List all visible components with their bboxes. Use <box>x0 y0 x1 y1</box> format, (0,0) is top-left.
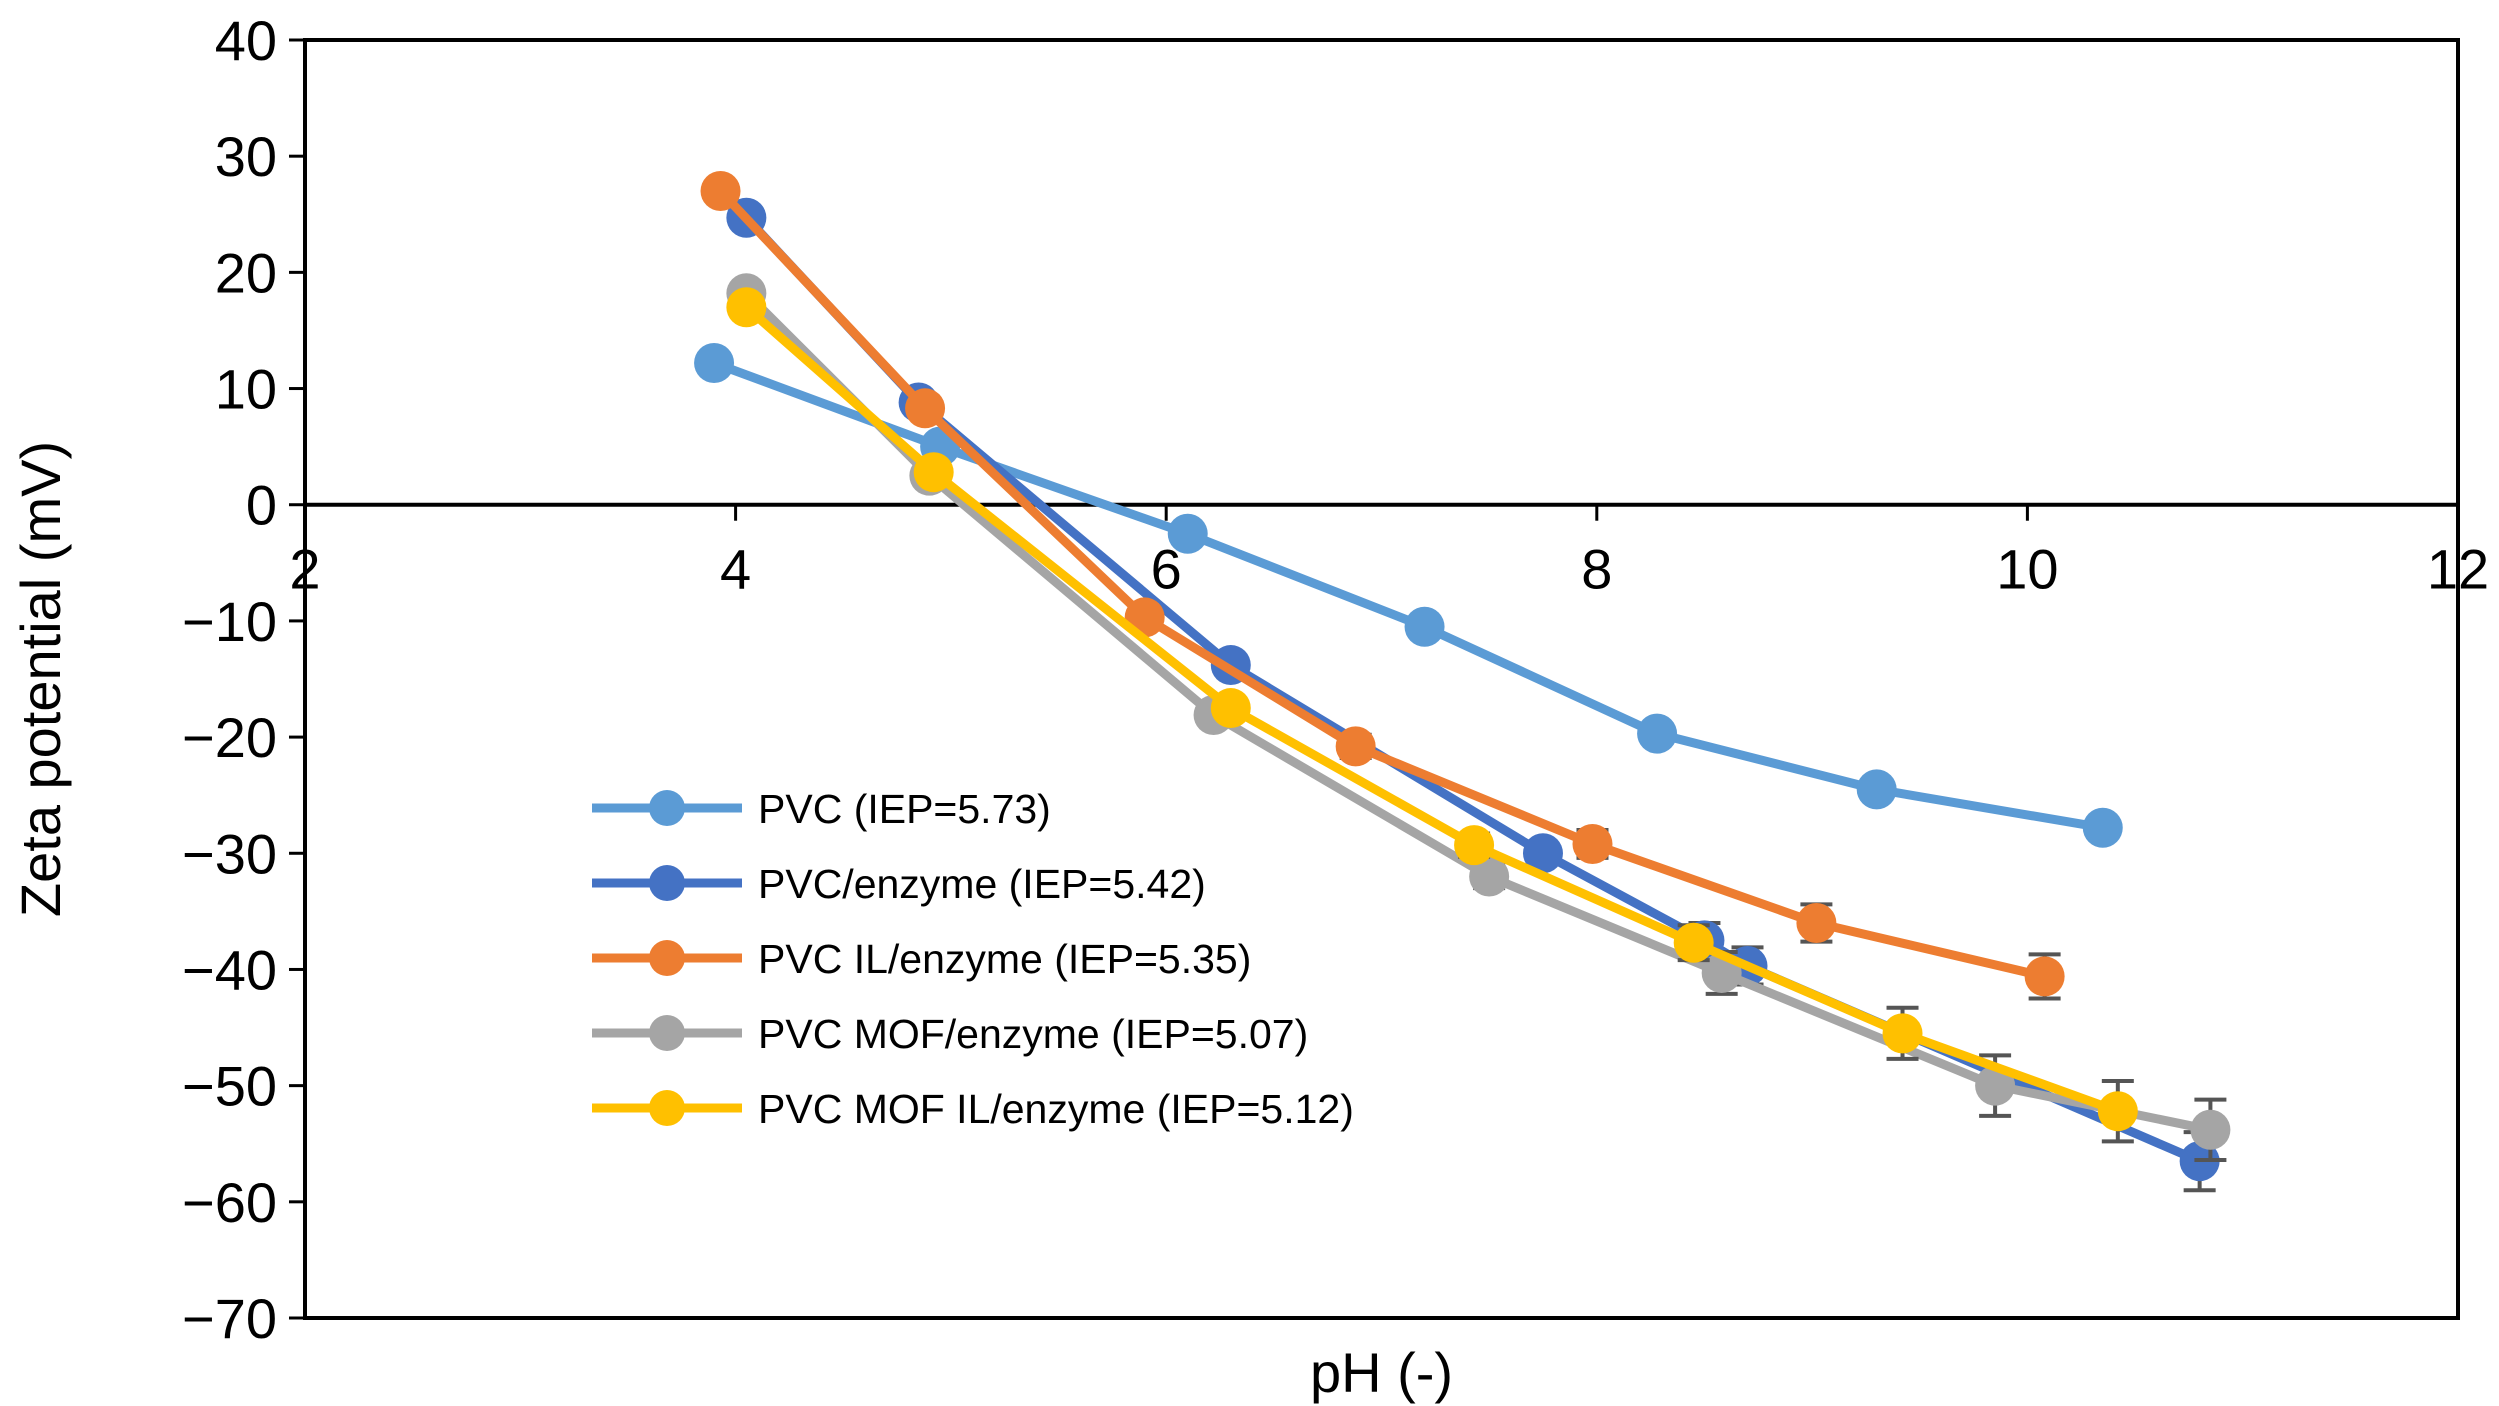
x-axis-title: pH (-) <box>1310 1341 1453 1404</box>
data-point <box>2097 1091 2138 1132</box>
data-point <box>2082 807 2123 848</box>
x-tick-label: 10 <box>1996 538 2058 601</box>
x-tick-label: 8 <box>1581 538 1612 601</box>
series-line <box>717 187 2046 981</box>
data-point <box>1975 1065 2016 1106</box>
x-tick-label: 4 <box>720 538 751 601</box>
data-point <box>1454 825 1495 866</box>
series-group <box>694 171 2231 1193</box>
data-point <box>1882 1013 1923 1054</box>
x-tick-label: 12 <box>2427 538 2489 601</box>
legend-label: PVC/enzyme (IEP=5.42) <box>758 861 1206 907</box>
data-point <box>1856 769 1897 810</box>
data-point <box>1469 856 1510 897</box>
data-point <box>1637 713 1678 754</box>
data-point <box>1335 726 1376 767</box>
y-tick-label: −70 <box>182 1287 277 1350</box>
data-point <box>1167 513 1208 554</box>
legend-swatch-marker <box>649 1090 685 1126</box>
y-tick-label: −40 <box>182 938 277 1001</box>
data-point <box>2190 1109 2231 1150</box>
data-point <box>700 171 741 212</box>
legend-item: PVC MOF IL/enzyme (IEP=5.12) <box>592 1086 1354 1132</box>
series-line <box>743 290 2212 1135</box>
data-point <box>1210 688 1251 729</box>
y-tick-label: −50 <box>182 1055 277 1118</box>
legend-item: PVC (IEP=5.73) <box>592 786 1051 832</box>
data-point <box>1673 922 1714 963</box>
y-tick-label: 10 <box>215 358 277 421</box>
data-point <box>1796 902 1837 943</box>
data-point <box>1404 606 1445 647</box>
legend-label: PVC (IEP=5.73) <box>758 786 1051 832</box>
legend-swatch-marker <box>649 865 685 901</box>
series-line <box>712 358 2104 833</box>
y-tick-label: −20 <box>182 706 277 769</box>
legend: PVC (IEP=5.73) PVC/enzyme (IEP=5.42) PVC I… <box>592 786 1354 1132</box>
data-point <box>694 342 735 383</box>
plot-area <box>303 38 2460 1320</box>
y-tick-label: 30 <box>215 125 277 188</box>
legend-label: PVC MOF IL/enzyme (IEP=5.12) <box>758 1086 1354 1132</box>
data-point <box>1522 833 1563 874</box>
data-point <box>2024 956 2065 997</box>
y-tick-label: 0 <box>246 474 277 537</box>
legend-item: PVC MOF/enzyme (IEP=5.07) <box>592 1011 1308 1057</box>
data-point <box>913 452 954 493</box>
series-5 <box>726 287 2138 1144</box>
legend-swatch-marker <box>649 940 685 976</box>
data-point <box>1572 823 1613 864</box>
legend-swatch-marker <box>649 1015 685 1051</box>
y-tick-label: −10 <box>182 590 277 653</box>
data-point <box>905 388 946 429</box>
legend-label: PVC MOF/enzyme (IEP=5.07) <box>758 1011 1308 1057</box>
legend-item: PVC IL/enzyme (IEP=5.35) <box>592 936 1251 982</box>
legend-swatch-marker <box>649 790 685 826</box>
data-point <box>726 287 767 328</box>
y-tick-label: 20 <box>215 241 277 304</box>
y-axis-title: Zeta potential (mV) <box>9 441 72 917</box>
y-tick-label: −60 <box>182 1171 277 1234</box>
y-tick-label: 40 <box>215 9 277 72</box>
y-tick-label: −30 <box>182 822 277 885</box>
legend-item: PVC/enzyme (IEP=5.42) <box>592 861 1206 907</box>
legend-label: PVC IL/enzyme (IEP=5.35) <box>758 936 1251 982</box>
x-tick-label: 2 <box>289 538 320 601</box>
